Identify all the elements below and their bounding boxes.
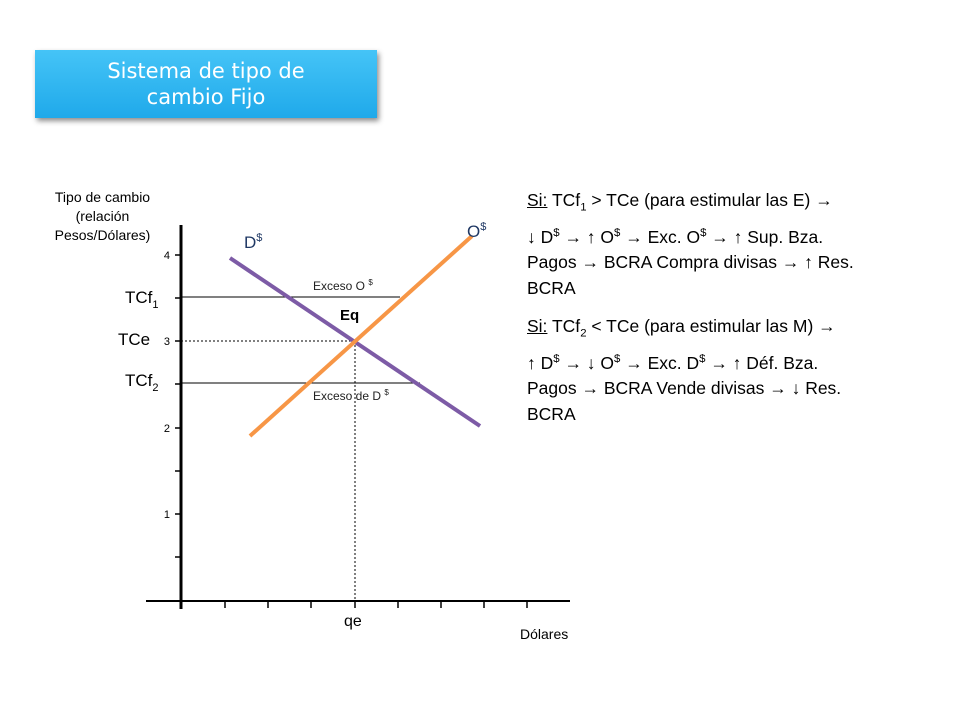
case2-line1-b: < TCe (para estimular las M) → bbox=[586, 316, 836, 336]
tcf2-label: TCf2 bbox=[125, 371, 159, 394]
case1-line2-sup2: $ bbox=[614, 227, 621, 239]
case2-line-3: Pagos → BCRA Vende divisas → ↓ Res. bbox=[527, 378, 842, 399]
tcf1-label: TCf1 bbox=[125, 288, 159, 311]
supply-label-base: O bbox=[467, 222, 480, 241]
tcf2-label-sub: 2 bbox=[152, 382, 158, 394]
case2-line2-sup1: $ bbox=[553, 353, 560, 365]
explanation-case-2: Si: TCf2 < TCe (para estimular las M) → … bbox=[527, 314, 947, 427]
case1-line2-c: → Exc. O bbox=[620, 226, 701, 247]
case2-line-4: BCRA bbox=[527, 403, 576, 424]
demand-label-base: D bbox=[244, 233, 256, 252]
excess-supply-label: Exceso O $ bbox=[313, 278, 373, 293]
case1-line1-a: TCf bbox=[547, 190, 581, 210]
y-axis-label-line-3: Pesos/Dólares) bbox=[54, 227, 151, 243]
y-axis-ticks bbox=[175, 254, 181, 558]
slide-title: Sistema de tipo de cambio Fijo bbox=[107, 59, 305, 109]
demand-label: D$ bbox=[244, 232, 262, 252]
excess-supply-sup: $ bbox=[368, 278, 373, 287]
case1-line-4: BCRA bbox=[527, 277, 576, 298]
qe-label: qe bbox=[344, 613, 362, 630]
case2-line2-d: → ↑ Déf. Bza. bbox=[705, 352, 819, 373]
supply-curve bbox=[248, 234, 474, 438]
y-axis-label: Tipo de cambio (relación Pesos/Dólares) bbox=[20, 188, 185, 245]
explanation-case-1: Si: TCf1 > TCe (para estimular las E) → … bbox=[527, 188, 947, 301]
case1-line2-a: ↓ D bbox=[527, 226, 554, 247]
y-axis-label-line-1: Tipo de cambio bbox=[54, 189, 151, 205]
case1-line2-sup3: $ bbox=[700, 227, 707, 239]
case2-line2-c: → Exc. D bbox=[620, 352, 700, 373]
supply-label: O$ bbox=[467, 221, 486, 241]
y-axis-label-line-2: (relación bbox=[75, 208, 130, 224]
case1-si: Si: bbox=[527, 190, 548, 210]
case2-line-2: ↑ D$ → ↓ O$ → Exc. D$ → ↑ Déf. Bza. bbox=[527, 347, 947, 376]
excess-supply-text: Exceso O bbox=[313, 279, 368, 293]
tcf1-label-base: TCf bbox=[125, 288, 153, 307]
x-axis-label: Dólares bbox=[520, 626, 568, 642]
case2-line1-a: TCf bbox=[547, 316, 581, 336]
tce-label: TCe bbox=[118, 330, 150, 349]
case2-line2-sup3: $ bbox=[699, 353, 706, 365]
case2-line2-b: → ↓ O bbox=[559, 352, 615, 373]
x-axis-ticks bbox=[224, 601, 528, 608]
tcf2-label-base: TCf bbox=[125, 371, 153, 390]
case2-line2-sup2: $ bbox=[614, 353, 621, 365]
y-tick-3: 3 bbox=[164, 336, 170, 348]
case1-line2-sup1: $ bbox=[553, 227, 560, 239]
case2-si: Si: bbox=[527, 316, 548, 336]
excess-demand-label: Exceso de D $ bbox=[313, 388, 389, 403]
title-box: Sistema de tipo de cambio Fijo bbox=[35, 50, 377, 118]
case2-line2-a: ↑ D bbox=[527, 352, 554, 373]
y-tick-4: 4 bbox=[164, 250, 170, 262]
demand-label-sup: $ bbox=[256, 232, 262, 244]
case2-line-1: Si: TCf2 < TCe (para estimular las M) → bbox=[527, 314, 947, 347]
case1-line2-d: → ↑ Sup. Bza. bbox=[706, 226, 824, 247]
y-tick-1: 1 bbox=[164, 509, 170, 521]
case1-line1-b: > TCe (para estimular las E) → bbox=[586, 190, 833, 210]
case1-line1-sub: 1 bbox=[580, 201, 587, 214]
case2-line1-sub: 2 bbox=[580, 327, 587, 340]
excess-demand-sup: $ bbox=[384, 388, 389, 397]
excess-demand-text: Exceso de D bbox=[313, 389, 384, 403]
supply-label-sup: $ bbox=[480, 221, 486, 233]
case1-line-3: Pagos → BCRA Compra divisas → ↑ Res. bbox=[527, 252, 854, 273]
y-tick-2: 2 bbox=[164, 423, 170, 435]
case1-line2-b: → ↑ O bbox=[559, 226, 615, 247]
case1-line-1: Si: TCf1 > TCe (para estimular las E) → bbox=[527, 188, 947, 221]
tcf1-label-sub: 1 bbox=[152, 299, 158, 311]
case1-line-2: ↓ D$ → ↑ O$ → Exc. O$ → ↑ Sup. Bza. bbox=[527, 221, 947, 250]
eq-label: Eq bbox=[340, 307, 359, 324]
